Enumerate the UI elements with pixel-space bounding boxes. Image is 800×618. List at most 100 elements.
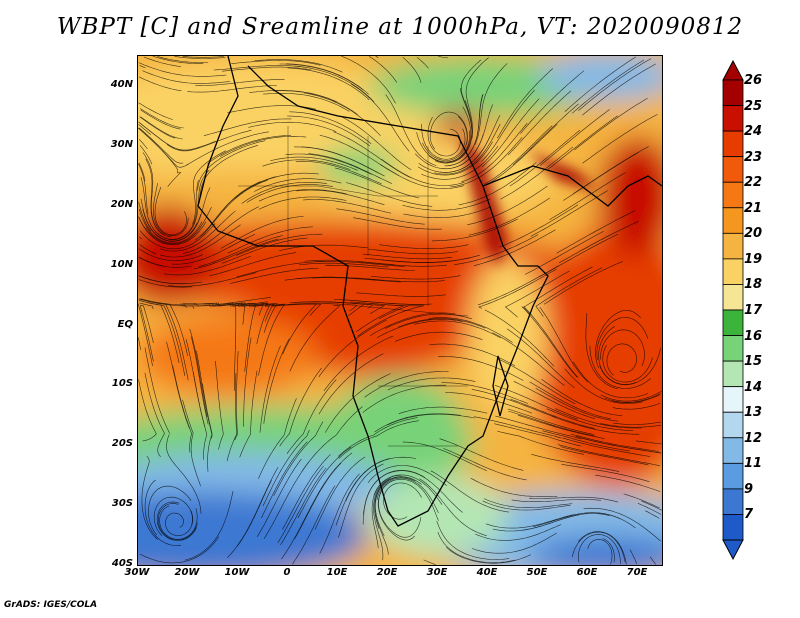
wbpt-streamline-map	[138, 56, 662, 565]
streamline	[221, 237, 308, 264]
streamline	[139, 116, 176, 139]
colorbar-swatch	[722, 130, 744, 158]
streamline	[529, 496, 619, 503]
colorbar-swatch	[722, 437, 744, 464]
colorbar-level-label: 11	[744, 456, 763, 472]
colorbar-swatch	[722, 360, 744, 388]
streamline	[431, 218, 518, 242]
lon-tick-label: 70E	[626, 567, 648, 578]
streamline	[220, 215, 304, 249]
colorbar-swatch	[722, 335, 744, 362]
streamline	[304, 259, 395, 265]
colorbar-swatch	[722, 309, 744, 336]
streamline	[582, 114, 658, 164]
streamline	[381, 158, 465, 186]
coastlines	[197, 56, 662, 527]
streamline	[582, 63, 656, 116]
streamline	[531, 454, 620, 472]
streamline	[513, 381, 595, 419]
colorbar-level-label: 26	[744, 73, 763, 88]
streamline	[148, 485, 192, 536]
streamline	[198, 145, 259, 204]
colorbar-swatch	[722, 181, 744, 209]
colorbar	[722, 60, 744, 560]
lon-tick-label: 60E	[576, 567, 598, 578]
streamline	[475, 524, 562, 541]
streamline	[546, 115, 618, 171]
streamline	[481, 89, 535, 162]
streamline	[578, 531, 627, 565]
streamline	[585, 313, 618, 390]
streamline	[575, 436, 661, 454]
streamline	[445, 392, 533, 414]
streamline	[303, 92, 381, 136]
streamline	[578, 58, 652, 111]
streamline	[140, 109, 181, 130]
streamline	[520, 70, 585, 134]
streamline	[419, 478, 487, 536]
streamline	[497, 68, 553, 139]
streamline	[375, 56, 379, 59]
lat-tick-label: 40N	[110, 79, 133, 90]
streamline	[345, 456, 416, 502]
streamline	[429, 111, 468, 150]
streamline	[138, 102, 173, 120]
streamline	[551, 416, 640, 435]
streamline	[497, 358, 576, 405]
lon-tick-label: 10E	[326, 567, 348, 578]
streamline	[394, 331, 483, 342]
streamline	[168, 272, 257, 287]
streamline	[192, 150, 227, 225]
streamline	[182, 399, 201, 487]
streamline	[422, 116, 468, 161]
streamline	[335, 167, 420, 199]
colorbar-level-label: 9	[744, 481, 754, 497]
colorbar-swatch	[722, 232, 744, 260]
streamline	[156, 501, 197, 541]
streamline	[273, 421, 324, 496]
colorbar-swatch	[722, 156, 744, 183]
streamline	[323, 335, 394, 392]
lon-tick-label: 20E	[376, 567, 398, 578]
streamline	[248, 121, 337, 132]
streamline	[403, 206, 492, 218]
streamline	[595, 474, 661, 492]
streamline	[535, 267, 603, 317]
streamline	[139, 65, 146, 69]
streamline	[289, 305, 341, 372]
streamline	[302, 199, 392, 214]
colorbar-level-label: 23	[744, 149, 763, 165]
streamline	[203, 118, 292, 136]
streamlines	[138, 56, 662, 565]
colorbar-swatch	[722, 488, 744, 515]
streamline	[160, 210, 236, 252]
streamline	[556, 210, 636, 254]
streamline	[194, 238, 279, 270]
streamline	[350, 83, 410, 152]
streamline	[292, 485, 336, 565]
colorbar-level-label: 7	[744, 507, 754, 523]
streamline	[645, 510, 660, 519]
streamline	[138, 201, 152, 232]
streamline	[319, 473, 360, 554]
streamline	[387, 413, 476, 426]
streamline	[220, 135, 307, 157]
streamline	[416, 130, 471, 163]
lon-tick-label: 30W	[124, 567, 150, 578]
streamline	[374, 413, 461, 433]
colorbar-level-label: 22	[744, 175, 763, 191]
streamline	[277, 465, 324, 543]
streamline	[138, 121, 200, 151]
streamline	[445, 93, 484, 167]
streamline	[139, 305, 154, 362]
streamline	[314, 456, 366, 530]
colorbar-level-label: 15	[744, 354, 763, 370]
streamline	[333, 299, 424, 305]
streamline	[165, 510, 194, 537]
streamline	[572, 146, 649, 195]
streamline	[159, 224, 241, 258]
streamline	[583, 507, 661, 542]
colorbar-swatch	[722, 386, 744, 413]
streamline	[286, 115, 370, 147]
streamline	[471, 389, 557, 419]
